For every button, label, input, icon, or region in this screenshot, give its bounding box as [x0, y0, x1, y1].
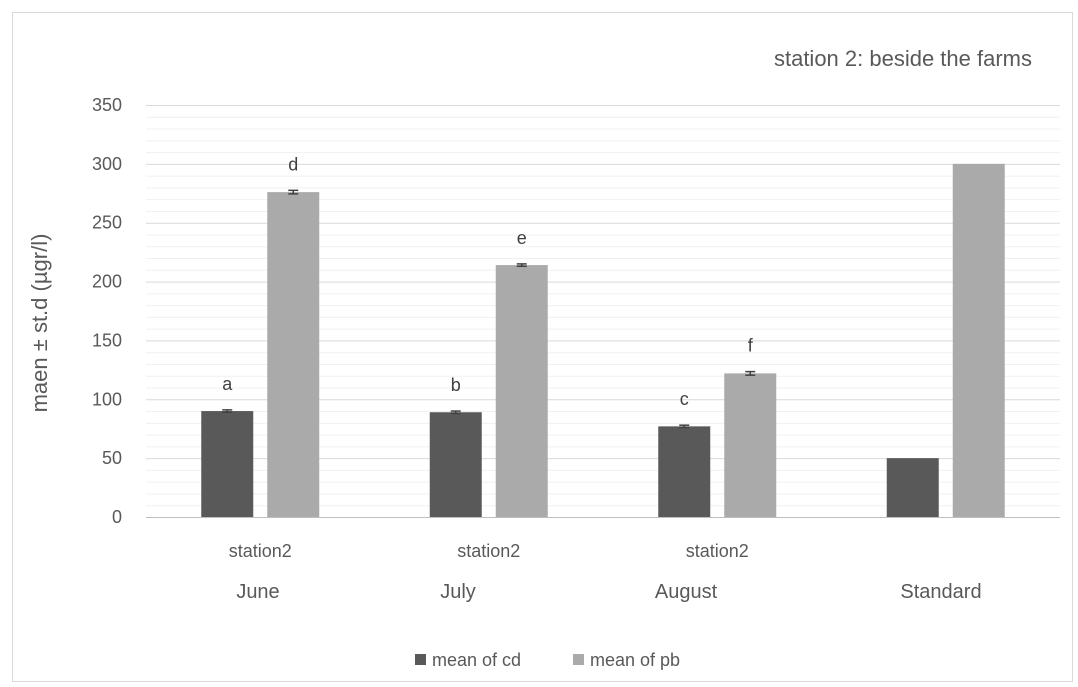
legend: mean of cd mean of pb	[415, 650, 680, 670]
y-tick-label: 200	[92, 272, 122, 292]
significance-letters: a d b e c f	[222, 154, 754, 409]
y-tick-label: 0	[112, 507, 122, 527]
bar-cd	[201, 411, 254, 517]
y-axis-ticks: 0 50 100 150 200 250 300 350	[92, 95, 122, 527]
bar-cd	[429, 412, 482, 517]
significance-letter: f	[748, 336, 754, 356]
x-category-sublabel: station2	[229, 541, 292, 561]
chart-title: station 2: beside the farms	[774, 46, 1032, 71]
y-tick-label: 250	[92, 213, 122, 233]
significance-letter: e	[517, 228, 527, 248]
legend-swatch-pb	[573, 654, 584, 665]
y-tick-label: 50	[102, 448, 122, 468]
y-tick-label: 100	[92, 389, 122, 409]
x-category-label: Standard	[900, 581, 981, 603]
legend-swatch-cd	[415, 654, 426, 665]
bar-pb	[267, 192, 320, 517]
significance-letter: a	[222, 374, 233, 394]
y-tick-label: 350	[92, 95, 122, 115]
y-tick-label: 150	[92, 330, 122, 350]
bar-pb	[724, 373, 777, 517]
bar-pb	[952, 163, 1005, 517]
x-category-sublabel: station2	[686, 541, 749, 561]
bar-cd	[886, 458, 939, 517]
x-category-label: July	[440, 581, 476, 603]
y-axis-label: maen ± st.d (µgr/l)	[27, 234, 52, 413]
significance-letter: d	[288, 154, 298, 174]
bar-pb	[495, 265, 548, 517]
significance-letter: c	[680, 389, 689, 409]
legend-label-pb: mean of pb	[590, 650, 680, 670]
x-category-sublabel: station2	[457, 541, 520, 561]
error-bars	[222, 189, 756, 429]
bars	[201, 163, 1005, 517]
significance-letter: b	[451, 375, 461, 395]
x-category-label: June	[236, 581, 279, 603]
bar-cd	[658, 426, 711, 517]
x-category-label: August	[655, 581, 718, 603]
y-tick-label: 300	[92, 154, 122, 174]
legend-label-cd: mean of cd	[432, 650, 521, 670]
x-axis-categories: station2 June station2 July station2 August St…	[229, 541, 982, 603]
